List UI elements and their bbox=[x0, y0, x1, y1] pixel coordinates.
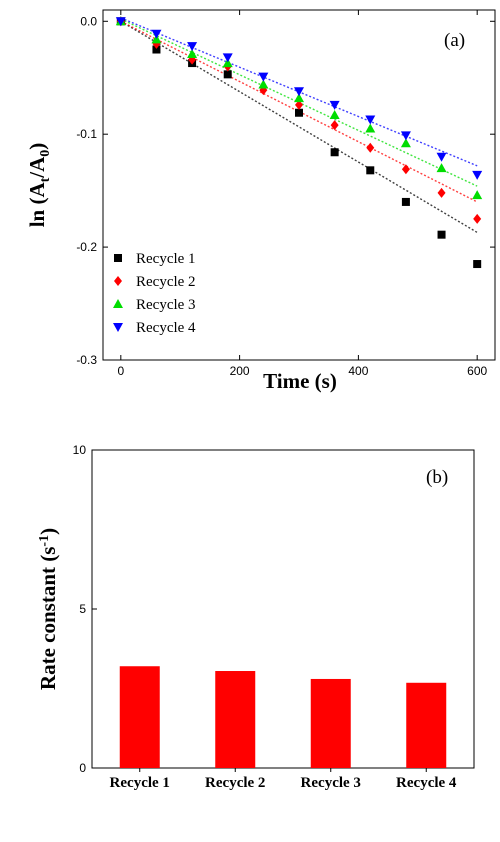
panel-a-point-series-3 bbox=[258, 79, 269, 89]
panel-a-point-series-3 bbox=[329, 110, 340, 119]
panel-a-y-tick-label: 0.0 bbox=[80, 14, 97, 28]
panel-a-point-series-4 bbox=[294, 87, 304, 97]
panel-b-bars bbox=[119, 666, 447, 768]
panel-b-y-tick-label: 5 bbox=[79, 602, 86, 616]
panel-a-point-series-3 bbox=[436, 163, 447, 173]
panel-b-bar-2 bbox=[215, 671, 256, 768]
panel-a-point-series-1 bbox=[295, 108, 303, 117]
panel-a-tag: (a) bbox=[444, 30, 465, 51]
panel-a-point-series-4 bbox=[115, 17, 126, 27]
panel-a-point-series-1 bbox=[437, 230, 446, 239]
panel-a-point-series-4 bbox=[151, 29, 162, 39]
panel-a-point-series-2 bbox=[473, 213, 482, 224]
panel-a-x-tick-label: 600 bbox=[467, 364, 487, 378]
panel-a-legend-marker-1 bbox=[114, 254, 122, 262]
panel-a-point-series-3 bbox=[187, 49, 198, 59]
panel-a-y-axis-title: ln (At/A0) bbox=[25, 143, 53, 228]
panel-b-bar-3 bbox=[310, 678, 351, 768]
panel-a-fit-lines bbox=[120, 17, 478, 234]
panel-b-bar-1 bbox=[119, 666, 160, 768]
panel-a-point-series-2 bbox=[366, 142, 375, 153]
panel-a-point-series-3 bbox=[472, 190, 483, 200]
panel-a-legend-label-4: Recycle 4 bbox=[136, 320, 196, 336]
panel-a-point-series-3 bbox=[222, 58, 233, 68]
panel-a-point-series-3 bbox=[400, 138, 411, 148]
panel-b-category-label: Recycle 1 bbox=[110, 775, 170, 791]
panel-b-ticks: 0 5 10 Recycle 1 Recycle 2 Recycle 3 Recycle 4 bbox=[73, 443, 457, 791]
panel-a-legend-marker-3 bbox=[113, 299, 123, 308]
panel-a-point-series-1 bbox=[401, 197, 410, 206]
panel-a-point-series-4 bbox=[258, 72, 269, 82]
panel-a-point-series-2 bbox=[401, 164, 410, 175]
panel-b-bar-4 bbox=[406, 682, 447, 768]
panel-b-tag: (b) bbox=[426, 467, 448, 488]
panel-b-category-label: Recycle 2 bbox=[205, 775, 265, 791]
panel-a-point-series-2 bbox=[437, 187, 446, 198]
panel-a-point-series-3 bbox=[151, 34, 162, 44]
panel-a-point-series-1 bbox=[366, 166, 375, 175]
panel-a-point-series-4 bbox=[436, 152, 447, 162]
panel-a-point-series-4 bbox=[329, 100, 340, 110]
panel-a-y-tick-label: -0.2 bbox=[76, 240, 97, 254]
panel-a-point-series-1 bbox=[223, 70, 232, 79]
panel-a-point-series-3 bbox=[294, 93, 304, 103]
panel-a-data-points bbox=[115, 16, 483, 269]
panel-a-point-series-1 bbox=[473, 260, 482, 269]
panel-a-fit-line-2 bbox=[120, 20, 478, 203]
panel-b-y-axis-title: Rate constant (s-1) bbox=[36, 528, 60, 690]
panel-a-point-series-2 bbox=[330, 120, 339, 131]
panel-a-point-series-4 bbox=[400, 131, 411, 141]
panel-a-legend-label-1: Recycle 1 bbox=[136, 251, 196, 267]
panel-a-point-series-4 bbox=[365, 115, 376, 125]
panel-a-x-tick-label: 400 bbox=[348, 364, 368, 378]
panel-a-x-tick-label: 200 bbox=[230, 364, 250, 378]
panel-a-point-series-2 bbox=[295, 99, 303, 110]
panel-a-legend-label-3: Recycle 3 bbox=[136, 297, 196, 313]
panel-a-y-tick-label: -0.1 bbox=[76, 127, 97, 141]
panel-a-point-series-1 bbox=[152, 45, 161, 54]
panel-b-y-tick-label: 0 bbox=[79, 761, 86, 775]
panel-a-legend-label-2: Recycle 2 bbox=[136, 274, 196, 290]
panel-b-y-tick-label: 10 bbox=[73, 443, 87, 457]
panel-a-fit-line-1 bbox=[120, 20, 478, 234]
panel-b-bar-chart: 0 5 10 Recycle 1 Recycle 2 Recycle 3 Recycle 4… bbox=[36, 443, 475, 791]
panel-a-x-tick-label: 0 bbox=[117, 364, 124, 378]
panel-b-category-label: Recycle 3 bbox=[301, 775, 361, 791]
panel-a-legend-marker-2 bbox=[114, 276, 122, 286]
panel-a-frame bbox=[102, 9, 496, 361]
panel-a-point-series-4 bbox=[222, 53, 233, 63]
panel-a-point-series-4 bbox=[472, 170, 483, 180]
panel-a-ticks: 0 200 400 600 0.0 -0.1 -0.2 -0.3 bbox=[76, 10, 495, 378]
panel-a-point-series-4 bbox=[187, 42, 198, 52]
panel-b-category-label: Recycle 4 bbox=[396, 775, 457, 791]
panel-a-legend-marker-4 bbox=[113, 323, 123, 332]
panel-a-y-tick-label: -0.3 bbox=[76, 353, 97, 367]
panel-a-point-series-3 bbox=[365, 123, 376, 133]
panel-a-x-axis-title: Time (s) bbox=[263, 369, 337, 393]
panel-a-point-series-1 bbox=[330, 148, 339, 157]
panel-a-legend: Recycle 1 Recycle 2 Recycle 3 Recycle 4 bbox=[113, 251, 196, 336]
